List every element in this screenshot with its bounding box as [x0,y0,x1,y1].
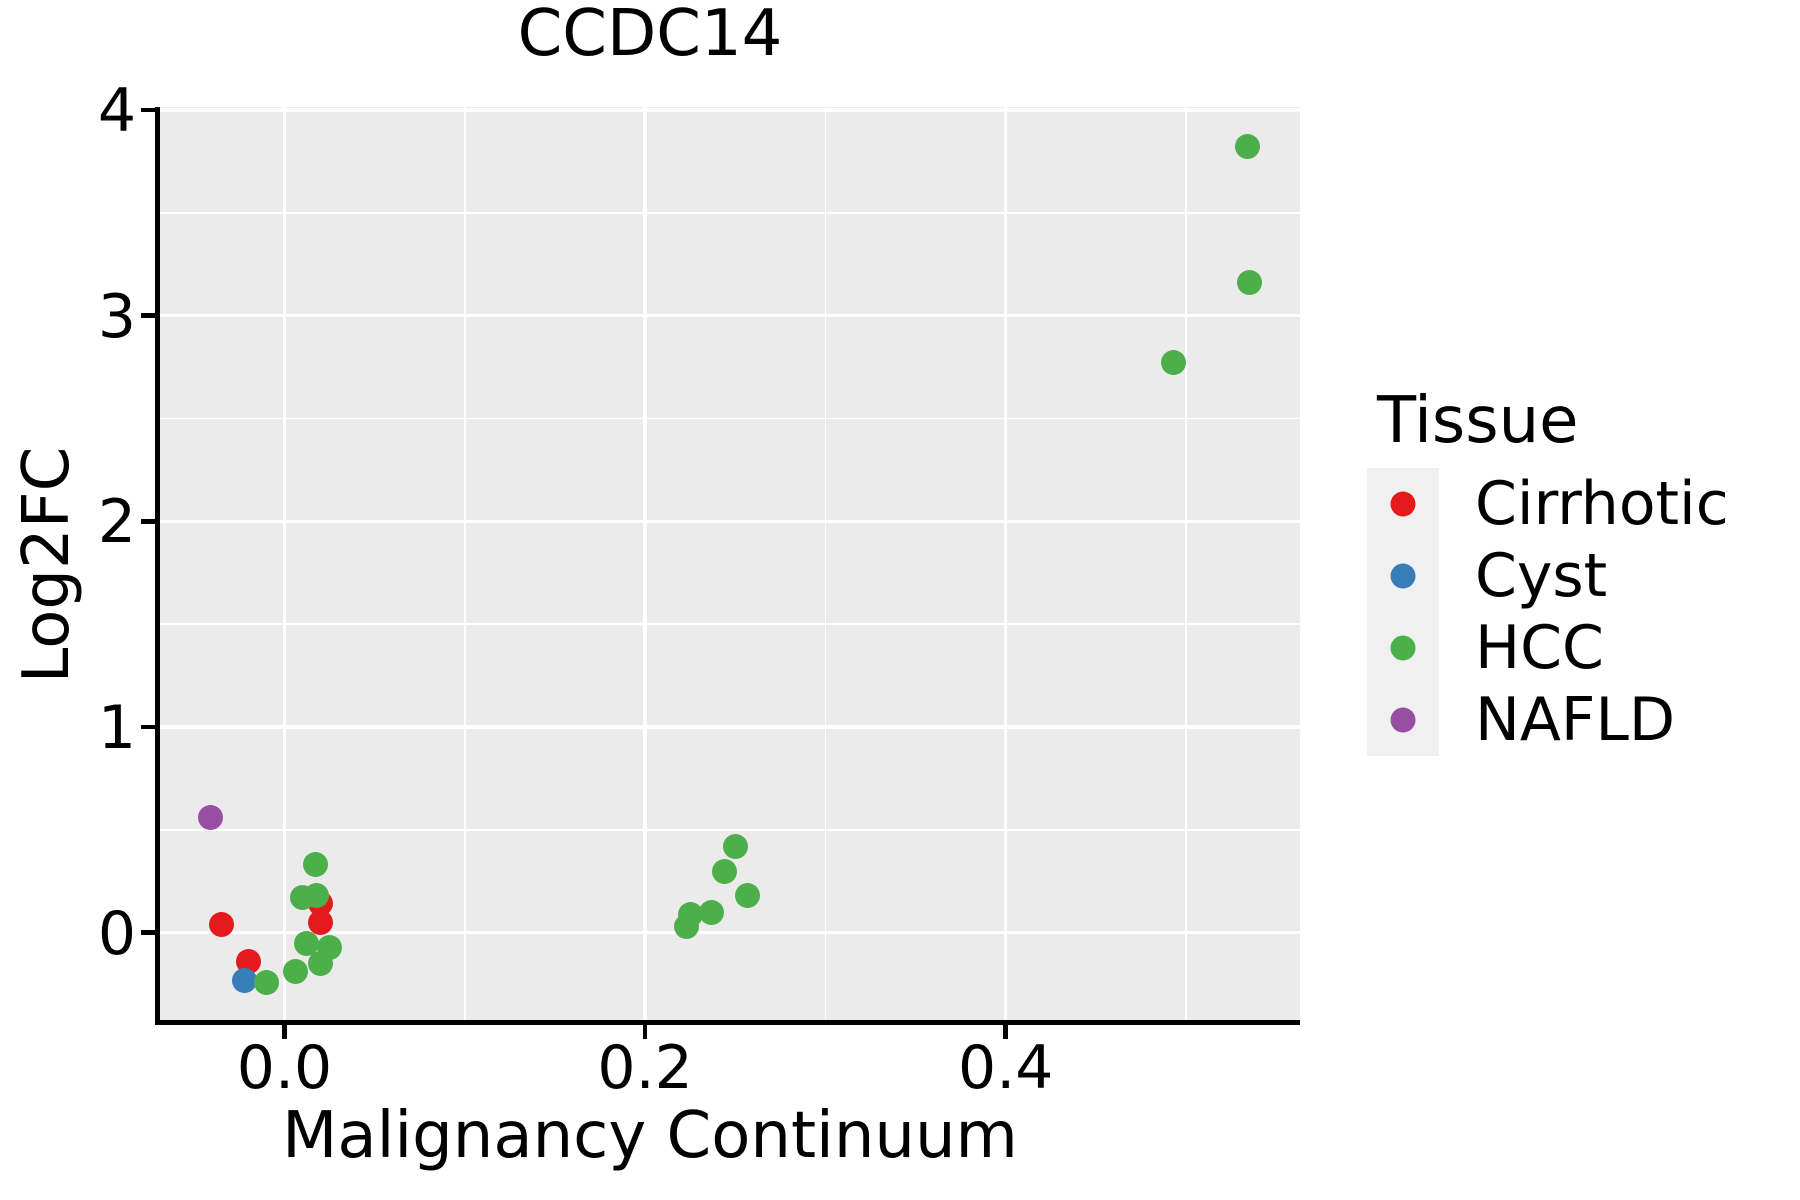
x-major-gridline [282,107,287,1022]
y-tick-label: 3 [97,281,136,352]
y-tick-label: 4 [97,75,136,146]
legend-label-cirrhotic: Cirrhotic [1475,469,1729,539]
plot-panel [159,107,1300,1022]
data-point-hcc [699,899,725,925]
data-point-hcc [1234,134,1260,160]
y-axis-line [155,107,160,1025]
data-point-hcc [711,858,737,884]
y-tick-label: 2 [97,487,136,558]
legend-dot-nafld [1390,707,1416,733]
data-point-hcc [674,914,700,940]
legend-dot-hcc [1390,635,1416,661]
x-minor-gridline [463,107,466,1022]
y-minor-gridline [159,623,1300,625]
legend-key-hcc [1367,612,1439,684]
y-axis-title: Log2FC [10,446,84,684]
y-major-gridline [159,313,1300,318]
x-axis-title: Malignancy Continuum [282,1099,1018,1173]
plot-title: CCDC14 [517,0,783,71]
x-major-gridline [643,107,647,1022]
y-major-gridline [159,725,1300,729]
y-major-gridline [159,108,1300,112]
data-point-hcc [722,833,748,859]
legend-dot-cyst [1390,563,1416,589]
x-tick-label: 0.0 [236,1033,333,1103]
y-tick-mark [141,724,156,730]
data-point-hcc [735,883,761,909]
x-tick-label: 0.2 [597,1033,693,1103]
y-minor-gridline [159,829,1300,831]
legend-label-hcc: HCC [1475,613,1604,683]
x-axis-line [155,1020,1300,1025]
x-tick-mark [642,1024,648,1039]
y-minor-gridline [159,211,1300,214]
legend-label-cyst: Cyst [1475,541,1608,611]
x-minor-gridline [824,107,827,1022]
data-point-hcc [1160,350,1186,376]
y-major-gridline [159,519,1300,523]
y-tick-label: 0 [97,898,136,969]
x-major-gridline [1004,107,1008,1022]
legend-title: Tissue [1377,384,1579,458]
legend-dot-cirrhotic [1390,491,1416,517]
legend-key-cirrhotic [1367,468,1439,540]
legend-key-nafld [1367,684,1439,756]
x-minor-gridline [1185,107,1187,1022]
y-tick-mark [141,930,156,935]
x-tick-mark [1003,1024,1008,1039]
legend-label-nafld: NAFLD [1475,685,1676,755]
data-point-nafld [198,805,224,831]
data-point-cyst [232,967,258,993]
x-tick-mark [282,1024,287,1039]
y-minor-gridline [159,417,1300,420]
x-tick-label: 0.4 [958,1033,1054,1103]
data-point-hcc [302,852,328,878]
y-major-gridline [159,931,1300,935]
y-tick-label: 1 [97,693,136,763]
data-point-hcc [304,883,330,909]
data-point-hcc [282,959,308,985]
data-point-cirrhotic [308,909,334,935]
data-point-hcc [253,969,279,995]
y-tick-mark [141,313,156,318]
legend-key-cyst [1367,540,1439,612]
data-point-hcc [1236,270,1262,296]
data-point-cirrhotic [208,911,234,937]
y-tick-mark [141,519,156,524]
y-tick-mark [141,107,156,113]
data-point-hcc [308,951,334,977]
